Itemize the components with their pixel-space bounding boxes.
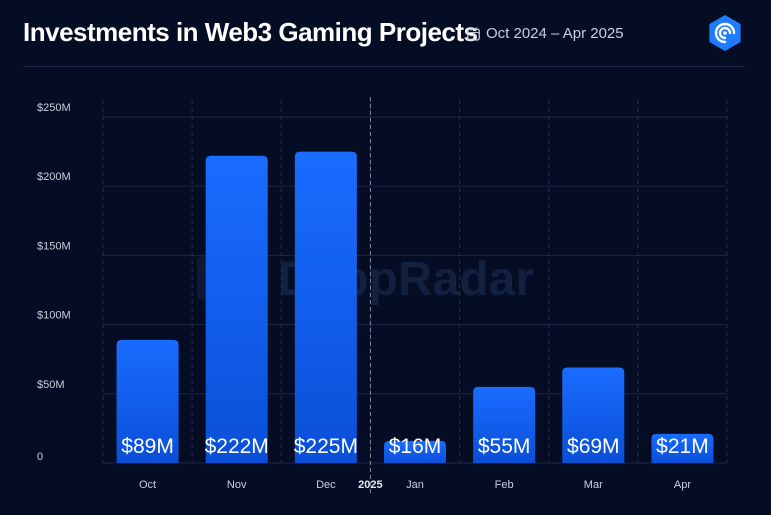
data-label: $222M [205,435,269,458]
date-range: Oct 2024 – Apr 2025 [467,25,624,42]
x-tick-label: Apr [674,479,691,491]
bar-feb [473,386,536,463]
y-axis: 0 $50M $100M $150M $200M $250M [37,102,71,463]
data-label: $55M [478,435,531,458]
x-tick-label: Feb [495,479,514,491]
data-label: $16M [389,435,442,458]
y-tick-label: $100M [37,310,71,322]
date-range-text: Oct 2024 – Apr 2025 [486,25,624,42]
bar-mar [562,367,625,463]
x-tick-label: Oct [139,479,156,491]
year-label: 2025 [358,479,382,491]
bar-apr [651,433,714,463]
x-tick-label: Dec [316,479,336,491]
data-label: $225M [294,435,358,458]
data-label: $69M [567,435,620,458]
chart-title: Investments in Web3 Gaming Projects [23,17,478,47]
y-tick-label: $50M [37,379,65,391]
y-tick-label: 0 [37,451,43,463]
header-divider [23,66,745,67]
x-tick-label: Jan [406,479,424,491]
data-label: $89M [121,435,174,458]
x-tick-label: Nov [227,479,247,491]
y-tick-label: $150M [37,240,71,252]
y-tick-label: $200M [37,171,71,183]
bar-nov [205,155,268,463]
calendar-icon [467,27,480,41]
chart-header: Investments in Web3 Gaming Projects Oct … [0,0,771,66]
y-tick-label: $250M [37,102,71,114]
data-label: $21M [656,435,709,458]
bars: $89M $222M $225M $16M $55M $69M $21M [116,151,714,463]
bar-oct [116,339,179,463]
dappradar-logo-icon [709,15,741,51]
bar-dec [294,151,357,463]
bar-jan [384,440,446,463]
x-axis: 2025 Oct Nov Dec Jan Feb Mar Apr [139,479,691,491]
x-tick-label: Mar [584,479,603,491]
